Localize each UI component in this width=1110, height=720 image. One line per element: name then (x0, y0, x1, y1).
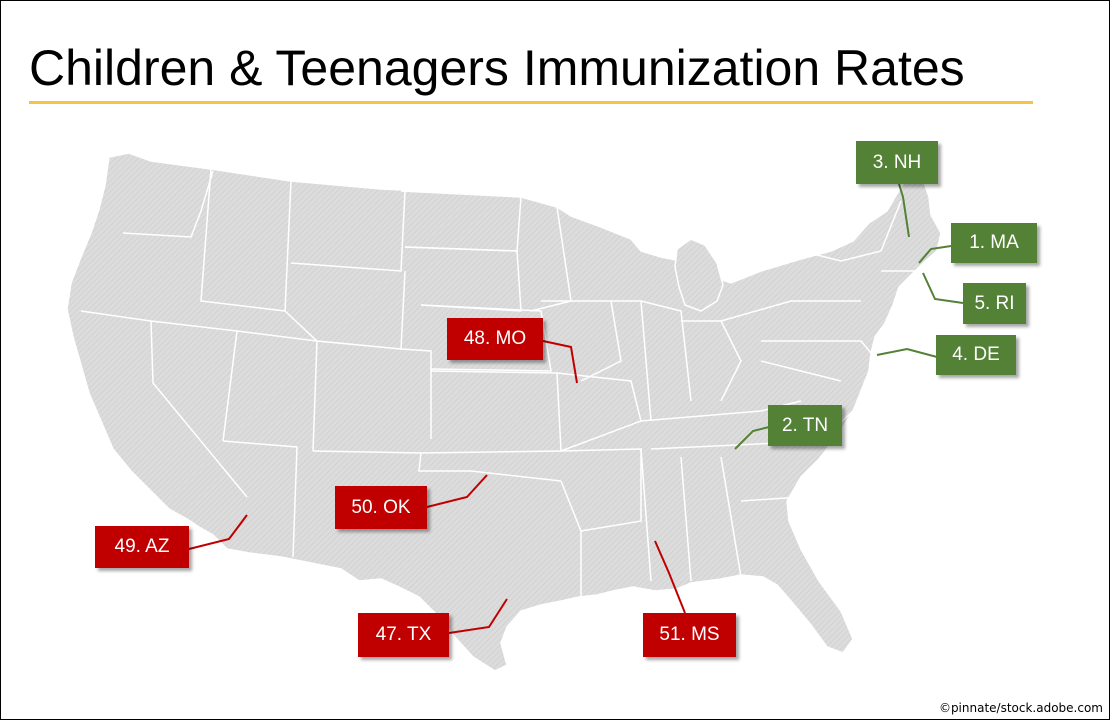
state-border (80, 310, 248, 498)
label-ok: 50. OK (335, 486, 427, 529)
state-border (420, 370, 562, 454)
michigan-lower-peninsula (674, 238, 724, 312)
state-borders (80, 168, 921, 597)
label-nh: 3. NH (856, 141, 938, 184)
state-border (680, 456, 692, 582)
label-tn: 2. TN (768, 405, 842, 446)
image-credit: ©pinnate/stock.adobe.com (938, 701, 1103, 715)
state-border (720, 300, 861, 322)
label-de: 4. DE (936, 335, 1016, 375)
state-border (290, 190, 406, 272)
state-border (640, 300, 692, 402)
state-border (200, 168, 292, 312)
state-border (122, 170, 214, 238)
page-title: Children & Teenagers Immunization Rates (29, 40, 965, 96)
leader-line-mo (542, 340, 578, 384)
state-border (222, 440, 298, 558)
label-az: 49. AZ (95, 526, 189, 568)
state-border (560, 448, 642, 532)
label-tx: 47. TX (358, 613, 449, 657)
leader-line-tn (734, 426, 770, 450)
state-border (284, 270, 406, 350)
title-underline-bar (29, 101, 1033, 104)
state-border (312, 450, 562, 482)
label-ms: 51. MS (643, 613, 736, 657)
leader-line-tx (448, 598, 508, 634)
label-mo: 48. MO (447, 318, 543, 360)
leader-line-ms (654, 540, 686, 614)
label-ma: 1. MA (951, 223, 1037, 263)
leader-lines (188, 183, 964, 634)
state-border (640, 448, 652, 582)
state-border (556, 372, 642, 452)
leader-line-ri (922, 272, 964, 304)
state-border (720, 456, 742, 578)
leader-line-az (188, 514, 248, 550)
state-border (400, 348, 432, 439)
leader-line-ok (426, 474, 488, 508)
state-border (760, 360, 842, 382)
leader-line-ma (918, 245, 952, 264)
state-border (880, 200, 902, 252)
title-underline (29, 101, 1033, 104)
label-ri: 5. RI (963, 283, 1026, 324)
state-border (681, 320, 742, 402)
state-border (640, 400, 802, 422)
leader-line-nh (898, 183, 910, 238)
leader-line-de (876, 347, 938, 358)
state-border (541, 300, 622, 382)
state-border (740, 496, 802, 502)
state-border (560, 480, 582, 597)
state-border (761, 340, 872, 354)
state-border (800, 250, 882, 262)
